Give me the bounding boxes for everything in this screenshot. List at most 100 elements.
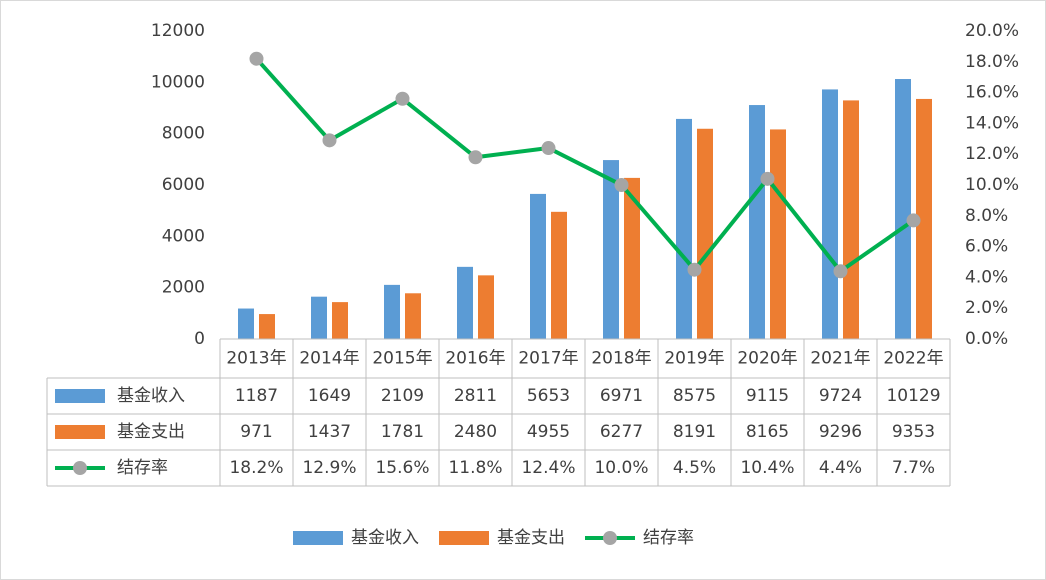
legend-label: 基金收入 <box>351 528 419 548</box>
table-cell: 2480 <box>454 422 497 442</box>
bar <box>603 160 619 339</box>
line-marker <box>833 264 848 279</box>
bar <box>405 293 421 339</box>
line-marker <box>249 51 264 66</box>
table-cell: 12.9% <box>302 458 356 478</box>
y-tick-label: 6000 <box>162 175 205 195</box>
y-tick-label: 4000 <box>162 226 205 246</box>
y2-tick-label: 8.0% <box>965 206 1008 226</box>
y2-tick-label: 14.0% <box>965 113 1019 133</box>
table-cell: 11.8% <box>448 458 502 478</box>
table-cell: 12.4% <box>521 458 575 478</box>
x-tick-label: 2021年 <box>810 349 870 369</box>
table-row-label: 基金收入 <box>117 386 185 406</box>
bar <box>551 211 567 339</box>
y2-tick-label: 10.0% <box>965 175 1019 195</box>
y-tick-label: 10000 <box>151 72 205 92</box>
bar <box>822 89 838 340</box>
bar <box>676 118 692 340</box>
legend-key <box>293 531 343 545</box>
x-tick-label: 2019年 <box>664 349 724 369</box>
table-cell: 1437 <box>308 422 351 442</box>
table-cell: 4.5% <box>673 458 716 478</box>
y-tick-label: 12000 <box>151 21 205 41</box>
bar <box>916 98 932 339</box>
table-cell: 9724 <box>819 386 862 406</box>
table-cell: 10.0% <box>594 458 648 478</box>
legend-key-marker <box>73 461 87 475</box>
bar <box>697 128 713 339</box>
line-marker <box>614 178 629 192</box>
table-cell: 8191 <box>673 422 716 442</box>
table-cell: 2109 <box>381 386 424 406</box>
legend-label: 结存率 <box>643 528 694 548</box>
table-cell: 6971 <box>600 386 643 406</box>
table-cell: 18.2% <box>229 458 283 478</box>
line-marker <box>687 262 702 277</box>
bar <box>843 100 859 339</box>
table-cell: 2811 <box>454 386 497 406</box>
table-row-label: 结存率 <box>117 458 168 478</box>
table-cell: 7.7% <box>892 458 935 478</box>
x-tick-label: 2015年 <box>372 349 432 369</box>
line-marker <box>541 141 556 156</box>
table-cell: 1649 <box>308 386 351 406</box>
legend-key-marker <box>603 531 617 545</box>
bar <box>238 308 254 339</box>
legend-key <box>439 531 489 545</box>
bar <box>770 129 786 339</box>
legend-key <box>55 425 105 439</box>
x-tick-label: 2016年 <box>445 349 505 369</box>
y2-tick-label: 0.0% <box>965 329 1008 349</box>
table-cell: 971 <box>240 422 272 442</box>
bar <box>624 177 640 339</box>
table-cell: 9296 <box>819 422 862 442</box>
table-cell: 6277 <box>600 422 643 442</box>
table-cell: 1187 <box>235 386 278 406</box>
line <box>255 57 915 274</box>
line-marker <box>322 133 337 148</box>
legend-key <box>55 389 105 403</box>
y-tick-label: 2000 <box>162 278 205 298</box>
bar <box>259 314 275 339</box>
line-marker <box>468 150 483 165</box>
line-marker <box>395 91 410 106</box>
table-cell: 15.6% <box>375 458 429 478</box>
y2-tick-label: 2.0% <box>965 298 1008 318</box>
y2-tick-label: 12.0% <box>965 144 1019 164</box>
bar <box>332 302 348 339</box>
table-cell: 4.4% <box>819 458 862 478</box>
line-marker <box>906 213 921 228</box>
bar <box>478 275 494 339</box>
y-tick-label: 0 <box>194 329 205 349</box>
table-cell: 8575 <box>673 386 716 406</box>
x-tick-label: 2013年 <box>226 349 286 369</box>
table-cell: 4955 <box>527 422 570 442</box>
bar <box>749 105 765 339</box>
bar <box>311 296 327 339</box>
table-cell: 10129 <box>886 386 940 406</box>
line-marker <box>760 171 775 186</box>
y2-tick-label: 18.0% <box>965 52 1019 72</box>
bar <box>384 284 400 339</box>
y2-tick-label: 16.0% <box>965 83 1019 103</box>
y2-tick-label: 20.0% <box>965 21 1019 41</box>
table-row-label: 基金支出 <box>117 422 185 442</box>
legend-label: 基金支出 <box>497 528 565 548</box>
table-cell: 1781 <box>381 422 424 442</box>
y2-tick-label: 4.0% <box>965 267 1008 287</box>
y-tick-label: 8000 <box>162 124 205 144</box>
table-cell: 9115 <box>746 386 789 406</box>
x-tick-label: 2022年 <box>883 349 943 369</box>
x-tick-label: 2014年 <box>299 349 359 369</box>
table-cell: 10.4% <box>740 458 794 478</box>
bar <box>530 193 546 339</box>
bar <box>895 79 911 339</box>
x-tick-label: 2020年 <box>737 349 797 369</box>
bar <box>457 266 473 339</box>
x-tick-label: 2017年 <box>518 349 578 369</box>
table-cell: 9353 <box>892 422 935 442</box>
table-cell: 8165 <box>746 422 789 442</box>
